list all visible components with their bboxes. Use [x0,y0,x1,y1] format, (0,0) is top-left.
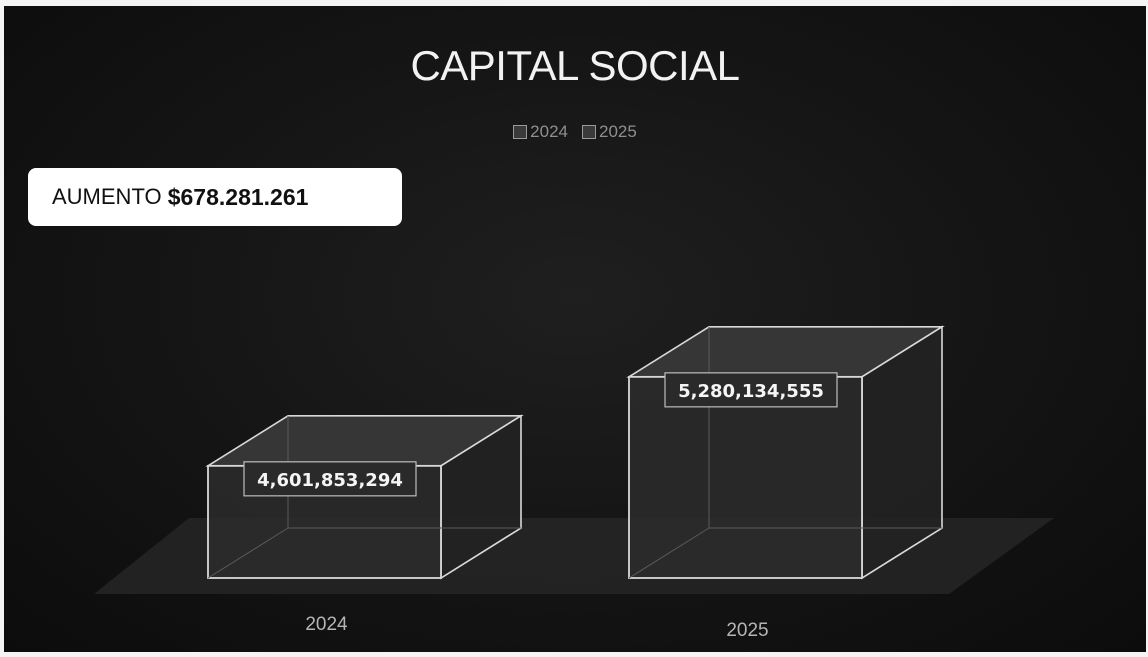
legend-label-2025: 2025 [599,122,637,141]
x-tick-label-2025: 2025 [726,620,768,641]
data-label-box-2024 [243,461,417,497]
x-tick-label-2024: 2024 [305,614,348,635]
chart-plot-area: 4,601,853,294 2024 5,280,134,555 2025 [94,325,1054,641]
bar-inner-edge-2024 [207,527,289,579]
increase-callout: AUMENTO $678.281.261 [28,168,402,226]
chart-frame: CAPITAL SOCIAL 2024 2025 AUMENTO $678.28… [4,6,1146,652]
data-label-2024: 4,601,853,294 [257,470,403,491]
legend-item-2025: 2025 [582,122,637,142]
legend-label-2024: 2024 [530,122,568,141]
callout-prefix: AUMENTO [52,184,168,209]
chart-title: CAPITAL SOCIAL [410,42,740,89]
chart-legend: 2024 2025 [4,122,1146,142]
data-label-box-2025 [664,372,838,408]
bar-inner-edge-2025 [628,527,710,579]
data-label-2025: 5,280,134,555 [678,381,824,402]
legend-item-2024: 2024 [513,122,568,142]
bar-2025 [628,375,863,579]
callout-amount: $678.281.261 [167,183,309,210]
legend-swatch-2024 [513,125,528,139]
legend-swatch-2025 [582,125,596,139]
